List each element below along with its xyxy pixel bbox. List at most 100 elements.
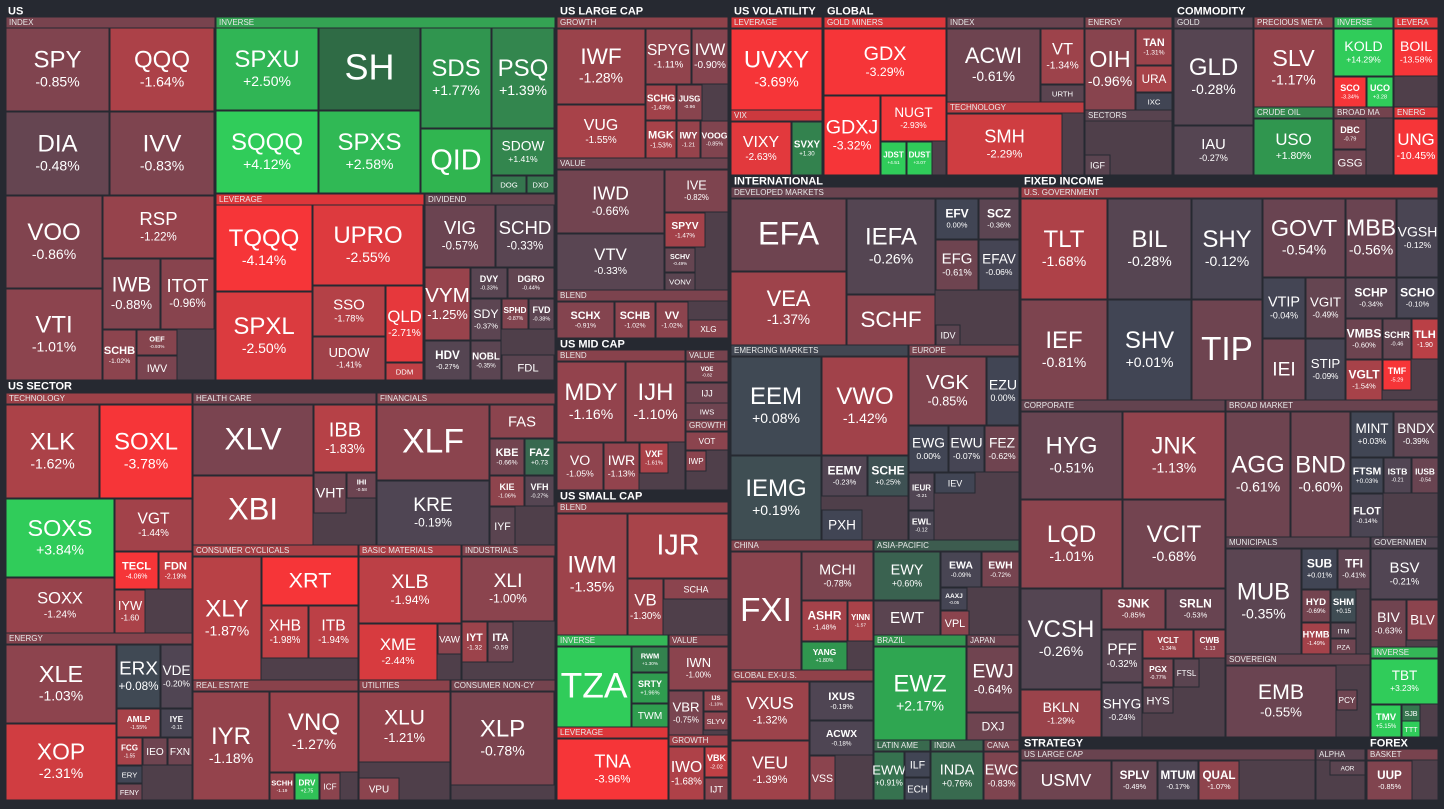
etf-tile[interactable]	[192, 691, 270, 801]
etf-tile[interactable]	[639, 442, 669, 474]
etf-tile[interactable]	[1396, 277, 1439, 319]
etf-tile[interactable]	[102, 258, 161, 330]
etf-tile[interactable]	[358, 691, 451, 763]
etf-tile[interactable]	[930, 751, 984, 801]
etf-tile[interactable]	[167, 737, 193, 766]
etf-tile[interactable]	[1173, 125, 1254, 176]
etf-tile[interactable]	[983, 751, 1020, 801]
etf-tile[interactable]	[376, 480, 490, 546]
etf-tile[interactable]	[524, 475, 555, 507]
etf-tile[interactable]	[603, 442, 640, 491]
etf-tile[interactable]	[1101, 629, 1143, 683]
etf-tile[interactable]	[1330, 589, 1357, 623]
etf-tile[interactable]	[1253, 28, 1334, 108]
etf-tile[interactable]	[1157, 760, 1199, 801]
etf-tile[interactable]	[1107, 198, 1192, 300]
etf-tile[interactable]	[424, 267, 471, 341]
etf-tile[interactable]	[873, 551, 941, 601]
etf-tile[interactable]	[846, 294, 936, 346]
etf-tile[interactable]	[501, 298, 529, 330]
etf-tile[interactable]	[685, 450, 707, 472]
etf-tile[interactable]	[627, 513, 729, 579]
etf-tile[interactable]	[1040, 28, 1085, 85]
etf-tile[interactable]	[142, 737, 168, 766]
etf-tile[interactable]	[946, 28, 1041, 103]
etf-tile[interactable]	[664, 169, 729, 213]
etf-tile[interactable]	[676, 84, 703, 121]
etf-tile[interactable]	[978, 239, 1020, 291]
etf-tile[interactable]	[730, 681, 810, 741]
etf-tile[interactable]	[1396, 198, 1439, 278]
etf-tile[interactable]	[730, 271, 847, 346]
etf-tile[interactable]	[294, 772, 320, 801]
etf-tile[interactable]	[114, 551, 159, 590]
etf-tile[interactable]	[116, 708, 161, 738]
etf-tile[interactable]	[526, 175, 555, 194]
etf-tile[interactable]	[1020, 198, 1108, 300]
etf-tile[interactable]	[685, 361, 729, 383]
etf-tile[interactable]	[556, 233, 665, 291]
etf-tile[interactable]	[1333, 28, 1394, 77]
etf-tile[interactable]	[645, 84, 677, 121]
etf-tile[interactable]	[1411, 318, 1439, 360]
etf-tile[interactable]	[489, 404, 555, 439]
etf-tile[interactable]	[528, 298, 555, 330]
etf-tile[interactable]	[556, 738, 669, 801]
etf-tile[interactable]	[730, 551, 802, 671]
etf-tile[interactable]	[1350, 411, 1394, 458]
etf-tile[interactable]	[948, 425, 985, 473]
etf-tile[interactable]	[495, 204, 555, 268]
etf-tile[interactable]	[625, 361, 686, 443]
etf-tile[interactable]	[631, 672, 669, 704]
etf-tile[interactable]	[940, 587, 968, 611]
etf-tile[interactable]	[1020, 588, 1102, 690]
etf-tile[interactable]	[700, 120, 729, 159]
etf-tile[interactable]	[1142, 658, 1174, 688]
etf-tile[interactable]	[1142, 687, 1174, 714]
etf-tile[interactable]	[935, 198, 979, 240]
etf-tile[interactable]	[873, 600, 941, 636]
etf-tile[interactable]	[1165, 588, 1226, 630]
etf-tile[interactable]	[645, 120, 677, 159]
etf-tile[interactable]	[873, 751, 905, 801]
etf-tile[interactable]	[489, 475, 525, 507]
etf-tile[interactable]	[1020, 689, 1102, 738]
etf-tile[interactable]	[1301, 622, 1331, 655]
etf-tile[interactable]	[1305, 338, 1346, 401]
etf-tile[interactable]	[215, 204, 313, 292]
etf-tile[interactable]	[946, 113, 1063, 176]
etf-tile[interactable]	[730, 740, 810, 801]
etf-tile[interactable]	[491, 27, 555, 129]
etf-tile[interactable]	[1191, 299, 1263, 401]
etf-tile[interactable]	[1382, 318, 1412, 360]
etf-tile[interactable]	[5, 498, 115, 578]
etf-tile[interactable]	[312, 285, 386, 337]
etf-tile[interactable]	[313, 472, 347, 514]
etf-tile[interactable]	[809, 681, 874, 721]
etf-tile[interactable]	[908, 356, 987, 426]
etf-tile[interactable]	[691, 28, 729, 85]
etf-tile[interactable]	[685, 431, 729, 451]
etf-tile[interactable]	[269, 772, 295, 801]
etf-tile[interactable]	[556, 28, 646, 105]
etf-tile[interactable]	[1333, 76, 1367, 108]
etf-tile[interactable]	[556, 442, 604, 491]
etf-tile[interactable]	[664, 247, 696, 273]
etf-tile[interactable]	[420, 128, 492, 194]
etf-tile[interactable]	[1111, 760, 1158, 801]
etf-tile[interactable]	[489, 438, 525, 476]
etf-tile[interactable]	[1107, 299, 1192, 401]
etf-tile[interactable]	[318, 110, 421, 194]
etf-tile[interactable]	[556, 646, 632, 728]
etf-tile[interactable]	[1366, 760, 1413, 801]
etf-tile[interactable]	[5, 195, 103, 289]
etf-tile[interactable]	[215, 110, 319, 194]
etf-tile[interactable]	[1305, 277, 1346, 339]
etf-tile[interactable]	[308, 605, 359, 659]
etf-tile[interactable]	[1084, 28, 1136, 111]
etf-tile[interactable]	[109, 27, 215, 112]
etf-tile[interactable]	[984, 425, 1020, 473]
etf-tile[interactable]	[823, 95, 881, 176]
etf-tile[interactable]	[102, 195, 215, 259]
etf-tile[interactable]	[1253, 118, 1334, 176]
